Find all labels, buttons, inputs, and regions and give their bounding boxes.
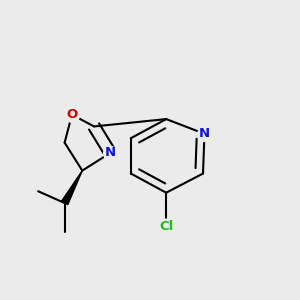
Polygon shape — [61, 171, 82, 205]
Text: Cl: Cl — [159, 220, 173, 233]
Text: N: N — [199, 127, 210, 140]
Text: N: N — [105, 146, 116, 159]
Text: O: O — [66, 108, 78, 121]
